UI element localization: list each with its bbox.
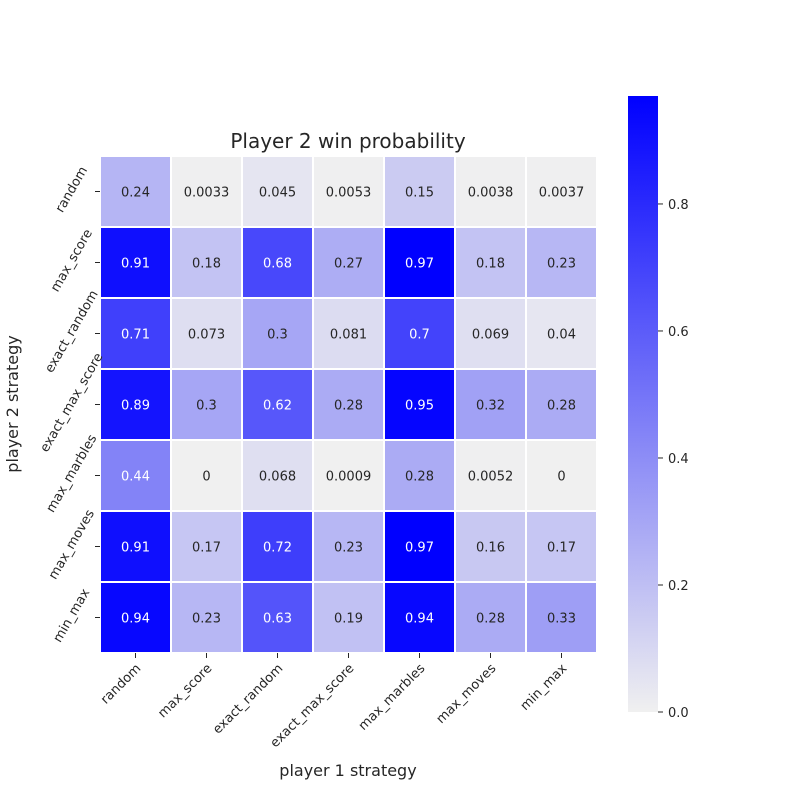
colorbar — [628, 96, 658, 712]
x-tick-label: max_score — [155, 661, 215, 721]
colorbar-tick-label: 0.8 — [668, 198, 689, 213]
cell-value-label: 0.28 — [405, 470, 434, 485]
cell-value-label: 0.95 — [405, 399, 434, 414]
colorbar-tick-label: 0.4 — [668, 452, 689, 467]
heatmap-cell — [99, 510, 172, 583]
cell-value-label: 0.62 — [263, 399, 292, 414]
heatmap-cell — [525, 297, 598, 370]
cell-value-label: 0.18 — [476, 257, 505, 272]
heatmap-cell — [454, 155, 527, 228]
heatmap-cell — [454, 368, 527, 441]
cell-value-label: 0.89 — [121, 399, 150, 414]
cell-value-label: 0.15 — [405, 186, 434, 201]
heatmap-cell — [525, 226, 598, 299]
cell-value-label: 0.0038 — [468, 186, 514, 201]
cell-value-label: 0.16 — [476, 541, 505, 556]
cell-value-label: 0.0009 — [326, 470, 372, 485]
cell-value-label: 0.17 — [192, 541, 221, 556]
colorbar-tick-label: 0.2 — [668, 579, 689, 594]
cell-value-label: 0.7 — [409, 328, 430, 343]
heatmap-cell — [241, 581, 314, 654]
cell-value-label: 0.71 — [121, 328, 150, 343]
heatmap-cell — [383, 581, 456, 654]
cell-value-label: 0.068 — [259, 470, 296, 485]
heatmap-cell — [170, 155, 243, 228]
y-axis-label: player 2 strategy — [3, 335, 22, 472]
cell-value-label: 0.073 — [188, 328, 225, 343]
heatmap-cell — [241, 439, 314, 512]
heatmap-cell — [383, 297, 456, 370]
cell-value-label: 0.0053 — [326, 186, 372, 201]
cell-value-label: 0.23 — [547, 257, 576, 272]
cell-value-label: 0.3 — [267, 328, 288, 343]
cell-value-label: 0.44 — [121, 470, 150, 485]
heatmap-cell — [454, 297, 527, 370]
cell-value-label: 0.91 — [121, 541, 150, 556]
heatmap-cell — [170, 510, 243, 583]
cell-value-label: 0.04 — [547, 328, 576, 343]
colorbar-tick-label: 0.6 — [668, 325, 689, 340]
cell-value-label: 0.97 — [405, 257, 434, 272]
heatmap-cell — [99, 368, 172, 441]
cell-value-label: 0.32 — [476, 399, 505, 414]
cell-value-label: 0.28 — [547, 399, 576, 414]
heatmap-cell — [383, 226, 456, 299]
heatmap-cell — [312, 581, 385, 654]
heatmap-cell — [312, 297, 385, 370]
cell-value-label: 0.24 — [121, 186, 150, 201]
cell-value-label: 0.94 — [121, 612, 150, 627]
cell-value-label: 0.3 — [196, 399, 217, 414]
cell-value-label: 0.23 — [334, 541, 363, 556]
heatmap-cell — [170, 368, 243, 441]
cell-value-label: 0.28 — [476, 612, 505, 627]
cell-value-label: 0.72 — [263, 541, 292, 556]
cell-value-label: 0.23 — [192, 612, 221, 627]
cell-value-label: 0.0037 — [539, 186, 585, 201]
cell-value-label: 0.069 — [472, 328, 509, 343]
cell-value-label: 0.68 — [263, 257, 292, 272]
cell-value-label: 0.0033 — [184, 186, 230, 201]
heatmap-cell — [99, 439, 172, 512]
cell-value-label: 0.91 — [121, 257, 150, 272]
cell-value-label: 0 — [202, 470, 210, 485]
heatmap-cell — [454, 581, 527, 654]
cell-value-label: 0.17 — [547, 541, 576, 556]
x-tick-label: exact_random — [210, 661, 286, 737]
colorbar-tick-label: 0.0 — [668, 706, 689, 721]
chart-title: Player 2 win probability — [230, 129, 465, 153]
y-tick-label: random — [53, 164, 91, 215]
heatmap-cell — [525, 581, 598, 654]
cell-value-label: 0.081 — [330, 328, 367, 343]
heatmap-cell — [241, 226, 314, 299]
x-tick-label: max_marbles — [356, 661, 429, 734]
cell-value-label: 0.27 — [334, 257, 363, 272]
cell-value-label: 0.33 — [547, 612, 576, 627]
heatmap-cell — [170, 297, 243, 370]
x-tick-label: max_moves — [434, 661, 500, 727]
y-tick-label: max_moves — [46, 507, 98, 582]
x-tick-label: random — [98, 661, 144, 707]
cell-value-label: 0.63 — [263, 612, 292, 627]
cell-value-label: 0.94 — [405, 612, 434, 627]
y-tick-label: max_score — [48, 227, 96, 295]
x-tick-label: min_max — [518, 661, 571, 714]
cell-value-label: 0.045 — [259, 186, 296, 201]
heatmap-cell — [241, 297, 314, 370]
heatmap-cell — [525, 368, 598, 441]
cell-value-label: 0.0052 — [468, 470, 514, 485]
x-axis-label: player 1 strategy — [279, 761, 416, 780]
cell-value-label: 0.97 — [405, 541, 434, 556]
heatmap-cell — [525, 510, 598, 583]
cell-value-label: 0 — [557, 470, 565, 485]
cell-value-label: 0.28 — [334, 399, 363, 414]
cell-value-label: 0.18 — [192, 257, 221, 272]
cell-value-label: 0.19 — [334, 612, 363, 627]
y-tick-label: min_max — [51, 586, 94, 645]
